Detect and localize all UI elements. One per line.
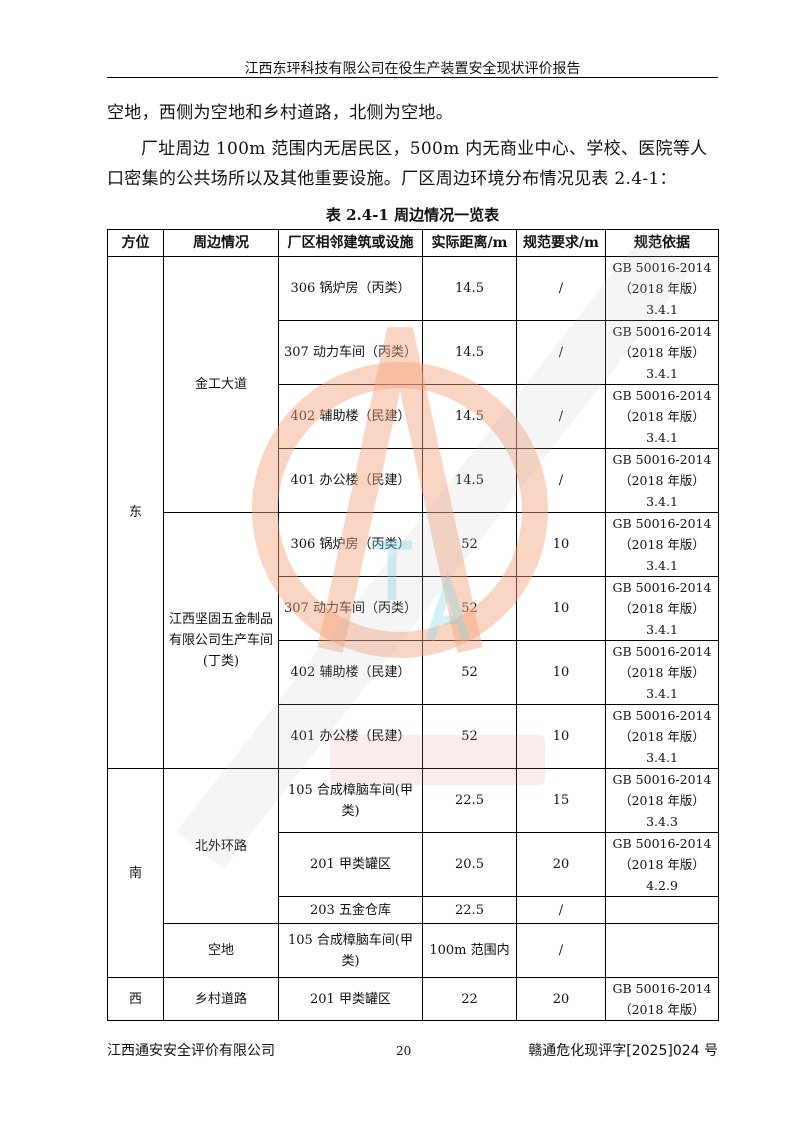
requirement-cell: /	[516, 256, 606, 321]
distance-cell: 14.5	[422, 320, 517, 385]
distance-cell: 52	[422, 576, 517, 641]
table-row: 307 动力车间（丙类） 14.5/GB 50016-2014 （2018 年版）…	[108, 320, 719, 385]
surrounding-cell: 空地	[163, 923, 279, 978]
facility-cell: 402 辅助楼（民建）	[278, 640, 423, 705]
standard-cell: GB 50016-2014 （2018 年版） 3.4.1	[605, 256, 719, 321]
standard-cell: GB 50016-2014 （2018 年版） 3.4.1	[605, 704, 719, 769]
table-row: 307 动力车间（丙类） 52 10 GB 50016-2014 （2018 年版） …	[108, 576, 719, 641]
header-rule	[107, 77, 718, 78]
table-row: 402 辅助楼（民建） 52 10 GB 50016-2014 （2018 年版） 3…	[108, 640, 719, 705]
table-row: 401 办公楼（民建） 52 10 GB 50016-2014 （2018 年版） 3…	[108, 704, 719, 769]
standard-cell: GB 50016-2014 （2018 年版） 3.4.1	[605, 320, 719, 385]
requirement-cell: /	[516, 923, 606, 978]
requirement-cell: 15	[516, 768, 606, 833]
table-header-row: 方位 周边情况 厂区相邻建筑或设施 实际距离/m 规范要求/m 规范依据	[107, 229, 719, 257]
table-row: 南北外环路 105 合成樟脑车间(甲类) 22.5 15 GB 50016-2014 （…	[107, 768, 719, 978]
distance-cell: 52	[422, 512, 517, 577]
surrounding-cell: 金工大道	[163, 256, 279, 513]
table-row: 203 五金仓库 22.5/	[108, 896, 719, 924]
requirement-cell: /	[516, 896, 606, 924]
table-row: 401 办公楼（民建） 14.5/GB 50016-2014 （2018 年版） …	[108, 448, 719, 513]
facility-cell: 306 锅炉房（丙类）	[278, 256, 423, 321]
column-header: 厂区相邻建筑或设施	[278, 229, 423, 257]
column-header: 实际距离/m	[422, 229, 517, 257]
requirement-cell: /	[516, 448, 606, 513]
facility-cell: 201 甲类罐区	[278, 977, 423, 1021]
requirement-cell: 10	[516, 704, 606, 769]
direction-cell: 南	[107, 768, 164, 978]
standard-cell: GB 50016-2014 （2018 年版） 3.4.1	[605, 384, 719, 449]
surrounding-cell: 北外环路	[163, 768, 279, 924]
direction-cell: 西	[107, 977, 164, 1021]
footer-company: 江西通安安全评价有限公司	[107, 1043, 275, 1059]
facility-cell: 201 甲类罐区	[278, 832, 423, 897]
facility-cell: 203 五金仓库	[278, 896, 423, 924]
direction-cell: 东	[107, 256, 164, 769]
column-header: 方位	[107, 229, 164, 257]
column-header: 周边情况	[163, 229, 279, 257]
standard-cell: GB 50016-2014 （2018 年版） 3.4.1	[605, 512, 719, 577]
standard-cell	[605, 896, 719, 924]
table-row: 201 甲类罐区 20.5 20 GB 50016-2014 （2018 年版） 4.…	[108, 832, 719, 897]
surroundings-table: 方位 周边情况 厂区相邻建筑或设施 实际距离/m 规范要求/m 规范依据 东金工大道 306…	[107, 229, 719, 1021]
table-row: 402 辅助楼（民建） 14.5/GB 50016-2014 （2018 年版） …	[108, 384, 719, 449]
facility-cell: 401 办公楼（民建）	[278, 704, 423, 769]
standard-cell: GB 50016-2014 （2018 年版） 3.4.3	[605, 768, 719, 833]
standard-cell: GB 50016-2014 （2018 年版） 3.4.1	[605, 640, 719, 705]
facility-cell: 105 合成樟脑车间(甲类)	[278, 923, 423, 978]
table-caption: 表 2.4-1 周边情况一览表	[325, 206, 500, 224]
distance-cell: 52	[422, 640, 517, 705]
page-number: 20	[396, 1044, 412, 1058]
column-header: 规范要求/m	[516, 229, 606, 257]
facility-cell: 306 锅炉房（丙类）	[278, 512, 423, 577]
distance-cell: 14.5	[422, 448, 517, 513]
distance-cell: 20.5	[422, 832, 517, 897]
facility-cell: 402 辅助楼（民建）	[278, 384, 423, 449]
distance-cell: 52	[422, 704, 517, 769]
column-header: 规范依据	[605, 229, 719, 257]
requirement-cell: /	[516, 320, 606, 385]
standard-cell: GB 50016-2014 （2018 年版） 3.4.1	[605, 576, 719, 641]
distance-cell: 22.5	[422, 768, 517, 833]
paragraph: 厂址周边 100m 范围内无居民区，500m 内无商业中心、学校、医院等人口密集…	[107, 139, 708, 189]
surrounding-cell: 乡村道路	[163, 977, 279, 1021]
table-row: 江西坚固五金制品有限公司生产车间(丁类) 306 锅炉房（丙类） 52 10 GB 50…	[108, 512, 719, 769]
distance-cell: 100m 范围内	[422, 923, 517, 978]
document-number: 赣通危化现评字[2025]024 号	[528, 1043, 718, 1059]
requirement-cell: 20	[516, 977, 606, 1021]
running-header: 江西东玶科技有限公司在役生产装置安全现状评价报告	[244, 61, 581, 77]
table-row: 东金工大道 306 锅炉房（丙类） 14.5/GB 50016-2014 （2018…	[107, 256, 719, 769]
paragraph: 空地，西侧为空地和乡村道路，北侧为空地。	[107, 103, 453, 123]
distance-cell: 14.5	[422, 256, 517, 321]
standard-cell	[605, 923, 719, 978]
facility-cell: 307 动力车间（丙类）	[278, 320, 423, 385]
standard-cell: GB 50016-2014 （2018 年版）	[605, 977, 719, 1021]
facility-cell: 105 合成樟脑车间(甲类)	[278, 768, 423, 833]
requirement-cell: /	[516, 384, 606, 449]
requirement-cell: 10	[516, 640, 606, 705]
standard-cell: GB 50016-2014 （2018 年版） 4.2.9	[605, 832, 719, 897]
requirement-cell: 10	[516, 512, 606, 577]
surrounding-cell: 江西坚固五金制品有限公司生产车间(丁类)	[163, 512, 279, 769]
table-row: 西乡村道路 201 甲类罐区 22 20 GB 50016-2014 （2018 年版）	[107, 977, 719, 1021]
distance-cell: 22	[422, 977, 517, 1021]
distance-cell: 14.5	[422, 384, 517, 449]
facility-cell: 401 办公楼（民建）	[278, 448, 423, 513]
requirement-cell: 20	[516, 832, 606, 897]
facility-cell: 307 动力车间（丙类）	[278, 576, 423, 641]
table-row: 空地 105 合成樟脑车间(甲类) 100m 范围内 /	[108, 923, 719, 978]
requirement-cell: 10	[516, 576, 606, 641]
standard-cell: GB 50016-2014 （2018 年版） 3.4.1	[605, 448, 719, 513]
distance-cell: 22.5	[422, 896, 517, 924]
